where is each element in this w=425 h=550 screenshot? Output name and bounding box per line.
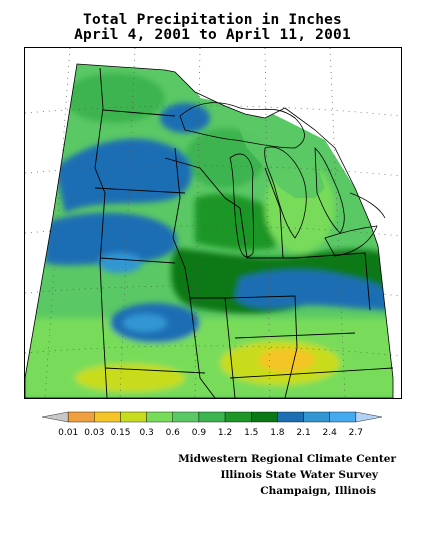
legend-swatch — [355, 411, 383, 423]
legend-swatch — [224, 411, 252, 423]
legend-label: 0.01 — [58, 428, 78, 438]
map-date-range: April 4, 2001 to April 11, 2001 — [74, 27, 351, 43]
legend-swatch — [198, 411, 226, 423]
legend-label: 1.2 — [218, 428, 232, 438]
legend-swatch — [67, 411, 95, 423]
lake-shorelines — [179, 102, 386, 258]
credit-organization: Midwestern Regional Climate Center — [178, 453, 396, 465]
legend-label: 1.5 — [244, 428, 258, 438]
legend-swatch — [146, 411, 173, 423]
precipitation-map — [24, 47, 402, 399]
legend-swatch — [277, 411, 304, 423]
legend-swatch — [41, 411, 69, 423]
legend-label: 0.9 — [192, 428, 207, 438]
legend-label: 0.6 — [166, 428, 181, 438]
legend-label: 0.03 — [84, 428, 104, 438]
map-title: Total Precipitation in Inches — [83, 12, 342, 28]
credit-survey: Illinois State Water Survey — [220, 469, 378, 481]
legend-label: 0.15 — [110, 428, 130, 438]
legend-swatch — [303, 411, 330, 423]
legend-label: 0.3 — [139, 428, 153, 438]
credit-location: Champaign, Illinois — [260, 485, 376, 497]
graticule — [25, 48, 401, 398]
legend-label: 2.1 — [296, 428, 310, 438]
legend-label: 2.4 — [323, 428, 338, 438]
legend-swatch — [329, 411, 357, 423]
legend-swatch — [94, 411, 121, 423]
legend-swatch — [172, 411, 200, 423]
legend-swatch — [251, 411, 278, 423]
legend-label: 1.8 — [270, 428, 285, 438]
legend-swatch — [120, 411, 147, 423]
legend-label: 2.7 — [349, 428, 363, 438]
precipitation-legend: 0.01 0.03 0.15 0.3 0.6 0.9 1.2 1.5 1.8 2.1 2.4 2.7 — [0, 408, 425, 448]
region-outline — [25, 63, 394, 398]
